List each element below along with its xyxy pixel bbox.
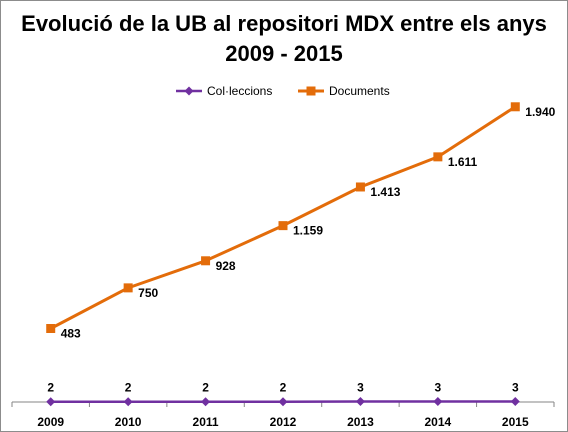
legend-label-col-leccions: Col·leccions: [207, 84, 272, 98]
data-point-col-leccions-2011: [201, 397, 211, 407]
data-label-documents-2012: 1.159: [293, 224, 323, 238]
data-point-col-leccions-2015: [510, 397, 520, 407]
data-point-documents-2009: [46, 324, 56, 333]
data-point-col-leccions-2012: [278, 397, 288, 407]
data-label-col-leccions-2012: 2: [280, 381, 287, 395]
x-tick-label-2012: 2012: [270, 415, 297, 429]
legend: Col·leccions Documents: [176, 84, 390, 98]
legend-item-documents: Documents: [298, 84, 390, 98]
data-label-documents-2011: 928: [216, 259, 236, 273]
data-point-documents-2013: [355, 182, 365, 192]
x-tick-label-2014: 2014: [425, 415, 452, 429]
data-label-col-leccions-2009: 2: [47, 381, 54, 395]
x-tick-label-2009: 2009: [37, 415, 64, 429]
data-point-col-leccions-2010: [123, 397, 133, 407]
data-label-col-leccions-2015: 3: [512, 381, 519, 395]
data-point-documents-2011: [201, 256, 211, 266]
data-point-documents-2012: [278, 221, 288, 231]
x-axis-ticks: 2009 2010 2011 2012 2013 2014 2015: [11, 402, 555, 429]
legend-marker-col-leccions: [184, 86, 194, 96]
data-point-col-leccions-2009: [46, 397, 56, 407]
data-point-documents-2015: [510, 102, 520, 112]
x-tick-label-2015: 2015: [502, 415, 529, 429]
chart-title: Evolució de la UB al repositori MDX entr…: [21, 11, 547, 66]
x-tick-label-2013: 2013: [347, 415, 374, 429]
data-label-documents-2015: 1.940: [525, 105, 555, 119]
x-tick-label-2010: 2010: [115, 415, 142, 429]
data-label-documents-2013: 1.413: [370, 185, 400, 199]
data-label-documents-2014: 1.611: [448, 155, 478, 169]
legend-label-documents: Documents: [329, 84, 390, 98]
data-label-documents-2010: 750: [138, 286, 158, 300]
data-point-col-leccions-2014: [433, 397, 443, 407]
data-point-documents-2014: [433, 152, 443, 162]
series-line-documents: [50, 105, 517, 330]
legend-item-col-leccions: Col·leccions: [176, 84, 272, 98]
x-tick-label-2011: 2011: [193, 415, 219, 429]
data-label-col-leccions-2011: 2: [202, 381, 209, 395]
data-label-col-leccions-2010: 2: [125, 381, 132, 395]
data-point-documents-2010: [123, 283, 133, 293]
data-label-col-leccions-2014: 3: [435, 381, 442, 395]
series-markers: [46, 102, 520, 407]
data-label-documents-2009: 483: [61, 327, 81, 341]
data-label-col-leccions-2013: 3: [357, 381, 364, 395]
legend-marker-documents: [306, 86, 316, 96]
series-lines: [50, 105, 517, 403]
data-labels: 2 2 2 2 3 3 3 483 750 928 1.159 1.413 1.611 1.940: [47, 105, 555, 395]
data-point-col-leccions-2013: [355, 397, 365, 407]
